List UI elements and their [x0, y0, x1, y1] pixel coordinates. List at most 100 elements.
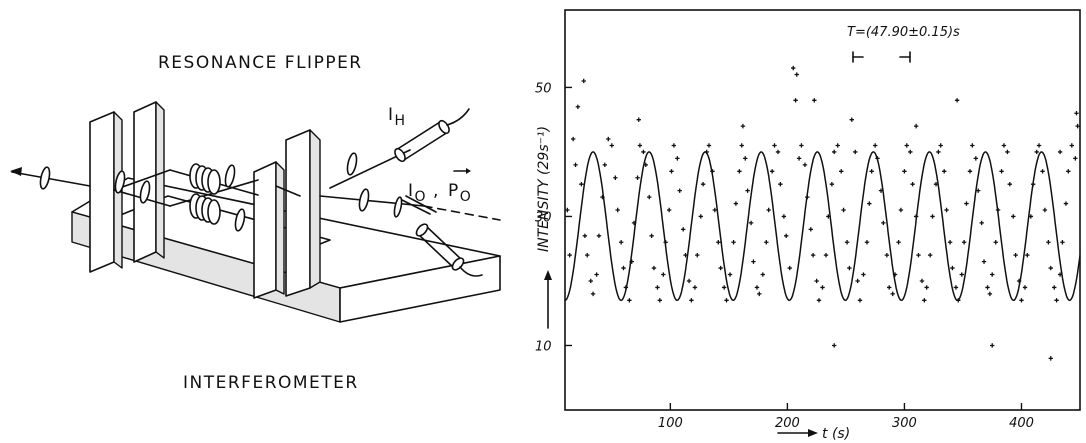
data-point-160	[1030, 181, 1036, 187]
data-point-8	[588, 278, 593, 284]
data-point-148	[995, 207, 1001, 213]
data-point-128	[938, 143, 943, 148]
data-point-13	[602, 162, 607, 168]
data-point-51	[712, 207, 718, 213]
data-point-25	[637, 143, 643, 148]
data-point-106	[875, 156, 880, 161]
data-point-159	[1028, 214, 1034, 219]
fit-curve	[564, 151, 1081, 302]
data-point-54	[721, 285, 727, 290]
data-point-31	[655, 285, 660, 290]
data-point-1	[567, 252, 572, 258]
data-point-84	[810, 252, 816, 258]
data-point-131	[947, 240, 953, 245]
data-point-117	[908, 149, 913, 155]
data-point-76	[787, 265, 792, 271]
data-point-152	[1007, 181, 1012, 187]
data-point-101	[861, 272, 866, 277]
data-point-115	[902, 169, 907, 174]
data-point-180	[812, 98, 817, 103]
data-point-58	[733, 201, 739, 206]
data-point-7	[585, 252, 590, 258]
data-point-30	[651, 265, 657, 271]
data-point-63	[748, 220, 754, 226]
label-ih: IH	[388, 105, 407, 129]
data-point-80	[799, 143, 804, 148]
data-point-69	[766, 207, 771, 213]
data-point-3	[573, 162, 578, 168]
data-point-134	[956, 298, 961, 303]
data-point-32	[657, 298, 663, 303]
incoming-beam-arrowhead	[10, 167, 22, 176]
data-point-187	[1074, 111, 1079, 116]
data-point-181	[832, 343, 837, 348]
data-point-174	[1073, 156, 1078, 161]
data-point-9	[590, 291, 596, 297]
data-point-130	[944, 207, 949, 213]
data-point-161	[1034, 149, 1039, 155]
data-point-68	[764, 240, 769, 245]
data-point-139	[970, 143, 975, 148]
data-point-91	[832, 149, 837, 155]
data-point-87	[820, 285, 825, 290]
intensity-chart: 10 30 50 100 200 300 400 T=(47.90±0.15)s INTEN…	[535, 9, 1081, 442]
data-point-144	[985, 285, 990, 290]
label-io-po: IO, PO	[408, 181, 472, 205]
data-point-65	[754, 285, 760, 290]
data-point-15	[609, 143, 615, 148]
data-point-19	[621, 265, 626, 271]
data-point-153	[1011, 214, 1016, 219]
data-point-168	[1054, 298, 1059, 303]
data-point-33	[661, 272, 666, 277]
data-point-40	[681, 227, 686, 232]
data-point-73	[778, 181, 783, 187]
data-point-157	[1022, 285, 1028, 290]
data-point-120	[916, 252, 921, 258]
data-point-6	[582, 233, 588, 239]
data-point-154	[1013, 252, 1018, 258]
data-point-105	[872, 143, 878, 148]
data-point-44	[692, 285, 698, 290]
data-point-83	[808, 227, 813, 232]
data-point-145	[987, 291, 993, 297]
data-point-107	[878, 188, 884, 193]
data-point-81	[802, 162, 808, 168]
data-point-137	[964, 201, 969, 206]
x-axis-label: t (s)	[822, 426, 850, 442]
data-point-96	[847, 265, 852, 271]
period-annotation: T=(47.90±0.15)s	[847, 25, 960, 40]
data-point-119	[913, 214, 919, 219]
data-point-24	[635, 175, 640, 180]
data-point-92	[835, 143, 840, 148]
data-point-27	[643, 162, 648, 168]
slab-3	[253, 161, 285, 299]
data-point-29	[649, 233, 654, 239]
data-point-94	[841, 207, 846, 213]
data-point-88	[823, 252, 829, 258]
data-point-14	[606, 136, 611, 142]
data-point-82	[805, 194, 810, 200]
data-point-11	[596, 233, 602, 239]
data-point-62	[745, 188, 750, 193]
interferometer-label: INTERFEROMETER	[183, 373, 359, 393]
data-point-60	[739, 143, 744, 148]
data-point-42	[686, 278, 692, 284]
data-point-184	[990, 343, 995, 348]
detector-io	[401, 195, 483, 277]
data-point-67	[760, 272, 766, 277]
data-point-85	[814, 278, 819, 284]
data-point-127	[936, 149, 941, 155]
data-point-36	[669, 169, 674, 174]
data-point-102	[864, 240, 870, 245]
y-tick-label-10: 10	[535, 339, 552, 354]
data-point-100	[857, 298, 863, 303]
data-point-48	[704, 149, 709, 155]
data-point-146	[990, 272, 995, 277]
data-point-116	[904, 143, 909, 148]
data-point-113	[896, 240, 901, 245]
data-point-147	[993, 240, 998, 245]
data-point-163	[1040, 169, 1045, 174]
data-point-178	[740, 123, 746, 129]
data-point-123	[924, 285, 929, 290]
data-point-108	[881, 220, 886, 226]
